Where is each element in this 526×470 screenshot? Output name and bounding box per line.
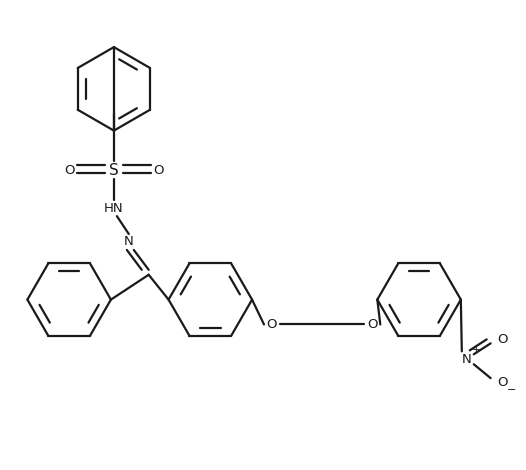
Text: N: N (124, 235, 134, 249)
Text: O: O (497, 376, 508, 389)
Text: N: N (462, 353, 472, 366)
Text: −: − (507, 385, 516, 395)
Text: O: O (497, 333, 508, 346)
Text: O: O (367, 318, 378, 331)
Text: +: + (472, 345, 481, 355)
Text: HN: HN (104, 202, 124, 215)
Text: O: O (154, 164, 164, 177)
Text: S: S (109, 163, 119, 178)
Text: O: O (267, 318, 277, 331)
Text: O: O (64, 164, 74, 177)
